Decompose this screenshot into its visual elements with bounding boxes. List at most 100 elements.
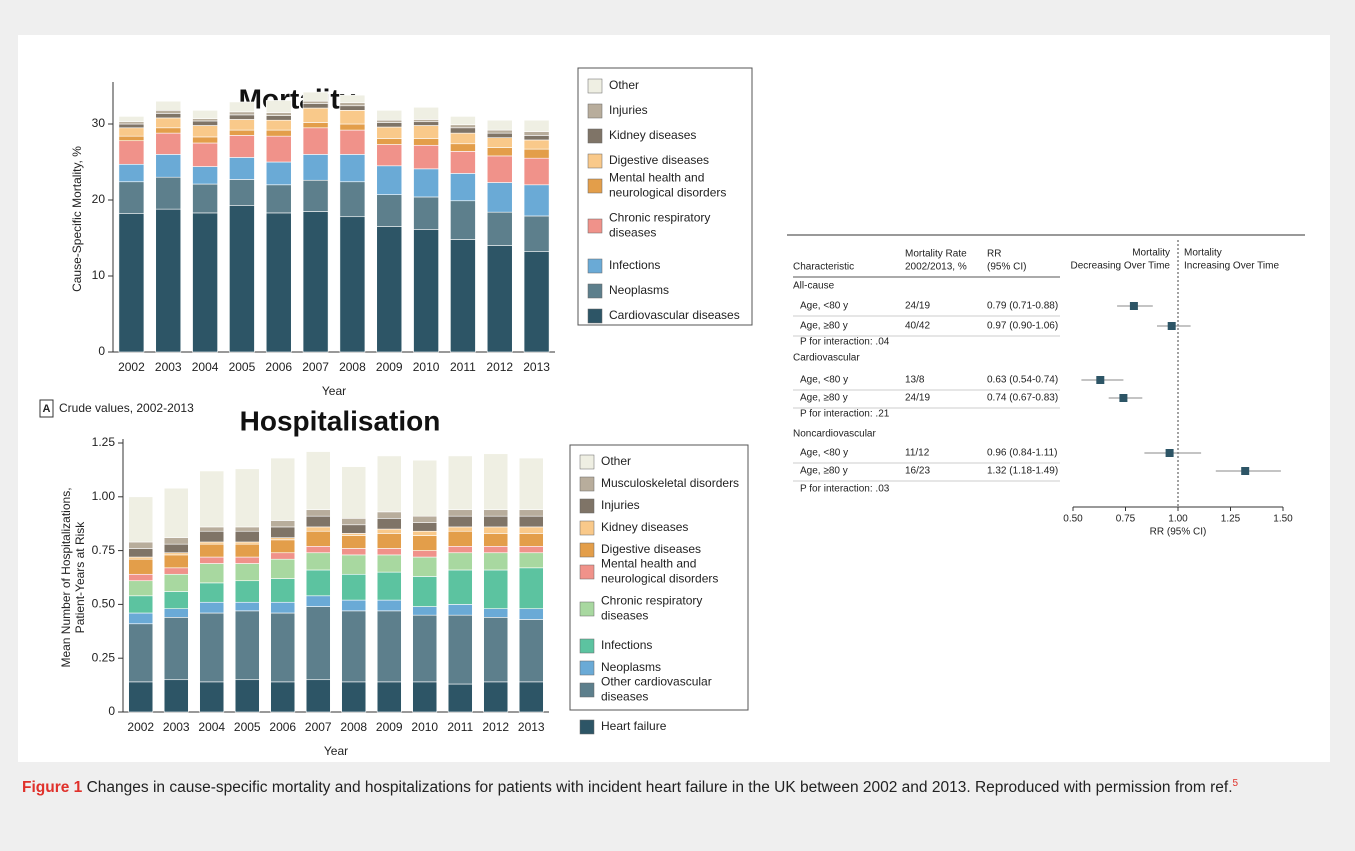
- bar-segment: [450, 151, 476, 174]
- legend-box: [577, 67, 753, 326]
- bar-segment: [376, 226, 403, 353]
- caption-ref: 5: [1232, 778, 1239, 789]
- bar-segment: [376, 138, 403, 145]
- bar-segment: [270, 558, 296, 579]
- estimate-marker: [1129, 302, 1138, 310]
- bar-segment: [155, 110, 182, 114]
- bar-segment: [118, 135, 145, 142]
- x-tick-label: 2013: [518, 720, 545, 734]
- bar-segment: [302, 103, 329, 109]
- legend-swatch: [587, 153, 603, 169]
- row-label: P for interaction: .21: [800, 409, 890, 420]
- chart-title: Hospitalisation: [240, 405, 441, 436]
- rr-ci: 0.97 (0.90-1.06): [987, 321, 1058, 332]
- bar-segment: [376, 126, 403, 139]
- x-tick-label: 2013: [523, 360, 550, 374]
- bar-segment: [234, 468, 260, 528]
- bar-segment: [518, 533, 544, 547]
- column-header: (95% CI): [987, 262, 1026, 273]
- bar-segment: [413, 144, 439, 170]
- bar-segment: [341, 573, 367, 601]
- bar-segment: [302, 127, 329, 155]
- bar-segment: [270, 457, 296, 521]
- x-tick-label: 1.50: [1273, 514, 1293, 525]
- bar-segment: [412, 606, 438, 616]
- bar-segment: [339, 154, 366, 183]
- x-tick-label: 0.75: [1116, 514, 1136, 525]
- estimate-marker: [1241, 467, 1250, 475]
- row-label: P for interaction: .04: [800, 337, 890, 348]
- rr-ci: 0.74 (0.67-0.83): [987, 393, 1058, 404]
- bar-segment: [155, 100, 182, 111]
- bar-segment: [163, 543, 189, 554]
- bar-segment: [302, 179, 329, 212]
- bar-segment: [128, 558, 154, 575]
- bar-segment: [518, 509, 544, 517]
- bar-segment: [523, 119, 550, 132]
- bar-segment: [412, 530, 438, 536]
- bar-segment: [450, 143, 476, 152]
- row-label: Cardiovascular: [793, 353, 860, 364]
- bar-segment: [518, 552, 544, 569]
- bar-segment: [483, 515, 509, 528]
- y-tick-label: 0.50: [92, 597, 116, 611]
- bar-segment: [341, 610, 367, 683]
- estimate-marker: [1167, 322, 1176, 330]
- bar-segment: [376, 554, 402, 573]
- legend-swatch: [579, 454, 595, 470]
- bar-segment: [305, 451, 331, 511]
- bar-segment: [155, 176, 182, 210]
- bar-segment: [339, 129, 366, 155]
- bar-segment: [192, 136, 218, 144]
- figure-label: Figure 1: [22, 779, 83, 797]
- row-label: P for interaction: .03: [800, 484, 890, 495]
- bar-segment: [192, 118, 218, 122]
- bar-segment: [518, 526, 544, 534]
- bar-segment: [447, 526, 473, 532]
- bar-segment: [128, 548, 154, 558]
- bar-segment: [270, 520, 296, 528]
- bar-segment: [234, 679, 260, 713]
- legend-label: Neoplasms: [609, 283, 669, 297]
- bar-segment: [234, 556, 260, 564]
- bar-segment: [339, 181, 366, 218]
- bar-segment: [483, 552, 509, 571]
- bar-segment: [118, 181, 145, 214]
- bar-segment: [518, 567, 544, 610]
- bar-segment: [199, 563, 225, 584]
- bar-segment: [413, 125, 439, 139]
- y-tick-label: 20: [92, 192, 106, 206]
- bar-segment: [412, 535, 438, 551]
- bar-segment: [305, 606, 331, 681]
- bar-segment: [192, 166, 218, 185]
- bar-segment: [447, 530, 473, 547]
- row-label: Age, ≥80 y: [800, 321, 848, 332]
- row-label: Age, <80 y: [800, 448, 848, 459]
- bar-segment: [483, 569, 509, 610]
- bar-segment: [523, 157, 550, 186]
- x-tick-label: 0.50: [1063, 514, 1083, 525]
- panel-caption: Crude values, 2002-2013: [59, 401, 194, 415]
- rr-ci: 1.32 (1.18-1.49): [987, 466, 1058, 477]
- bar-segment: [518, 515, 544, 528]
- bar-segment: [486, 132, 513, 138]
- legend-label: Chronic respiratory diseases: [609, 211, 710, 240]
- rate: 40/42: [905, 321, 930, 332]
- bar-segment: [234, 530, 260, 543]
- x-tick-label: 2005: [234, 720, 261, 734]
- x-tick-label: 2010: [413, 360, 440, 374]
- y-axis-label: Mean Number of Hospitalizations,Patient-…: [59, 487, 87, 667]
- direction-label: Decreasing Over Time: [1071, 261, 1171, 272]
- bar-segment: [302, 154, 329, 181]
- bar-segment: [486, 119, 513, 131]
- bar-segment: [118, 163, 145, 183]
- bar-segment: [265, 161, 292, 186]
- bar-segment: [339, 216, 366, 353]
- bar-segment: [270, 612, 296, 683]
- bar-segment: [341, 533, 367, 536]
- bar-segment: [339, 110, 366, 125]
- bar-segment: [199, 530, 225, 543]
- bar-segment: [447, 455, 473, 511]
- bar-segment: [128, 612, 154, 625]
